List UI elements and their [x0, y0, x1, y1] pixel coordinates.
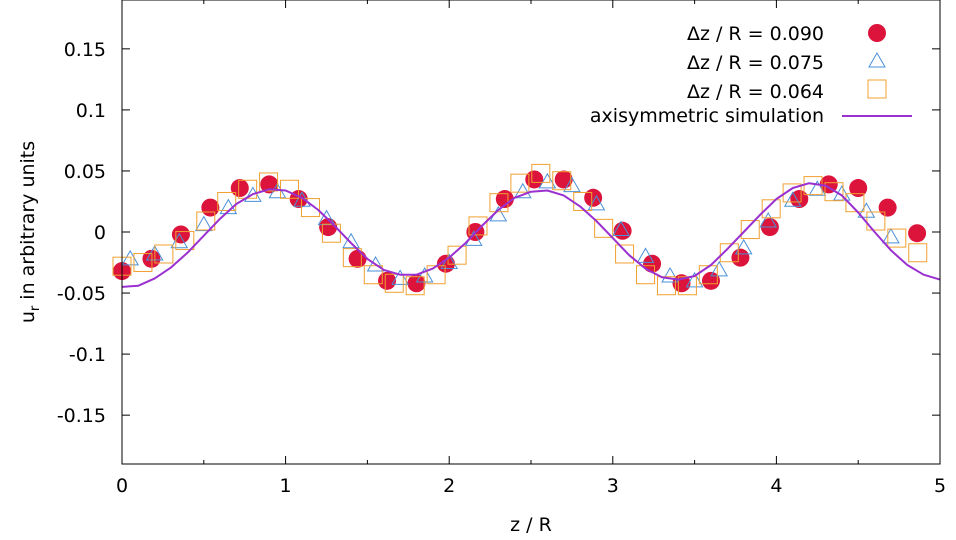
point-090 [643, 254, 662, 273]
point-064 [154, 244, 174, 264]
point-075 [759, 212, 778, 228]
point-064 [824, 182, 844, 202]
legend-marker-triangle [868, 51, 886, 68]
legend-label-simulation: axisymmetric simulation [590, 105, 824, 127]
point-090 [230, 179, 249, 198]
point-090 [554, 170, 573, 189]
point-075 [587, 194, 606, 211]
point-064 [217, 191, 237, 211]
y-tick-label: -0.1 [69, 344, 106, 366]
point-064 [510, 173, 530, 193]
point-075 [808, 180, 827, 196]
point-064 [761, 199, 781, 219]
point-090 [525, 170, 544, 189]
point-075 [194, 215, 213, 232]
point-064 [259, 172, 279, 192]
point-090 [819, 175, 838, 194]
point-064 [447, 245, 467, 265]
point-064 [531, 163, 551, 183]
point-064 [908, 243, 928, 263]
point-064 [782, 183, 802, 203]
x-tick-label: 5 [934, 475, 946, 497]
y-axis-title-subscript: r [28, 305, 43, 311]
point-064 [866, 211, 886, 231]
y-axis-title: ur in arbitrary units [17, 141, 43, 323]
legend: Δz / R = 0.090 Δz / R = 0.075 Δz / R = 0… [536, 8, 932, 132]
point-075 [661, 266, 679, 283]
point-090 [584, 188, 603, 207]
point-075 [391, 269, 409, 285]
y-axis-title-rest: in arbitrary units [17, 141, 39, 306]
simulation-line [121, 182, 941, 288]
ticks-layer: 0 1 2 3 4 5 -0.15 -0.1 -0.05 0 0.05 0.1 0.15 [57, 0, 946, 497]
point-064 [552, 171, 572, 191]
point-064 [363, 265, 383, 285]
point-064 [468, 216, 488, 236]
point-064 [719, 243, 739, 263]
x-tick-label: 3 [607, 475, 619, 497]
point-090 [908, 224, 927, 243]
legend-marker-circle [868, 24, 886, 42]
point-090 [348, 249, 367, 268]
point-075 [685, 271, 704, 288]
y-tick-label: 0.1 [76, 100, 106, 122]
point-064 [384, 273, 404, 293]
point-064 [342, 248, 362, 268]
point-075 [636, 247, 655, 263]
point-090 [407, 274, 426, 293]
point-075 [440, 253, 459, 270]
point-075 [170, 232, 189, 249]
x-axis-title: z / R [510, 514, 552, 536]
point-090 [849, 179, 868, 198]
point-075 [734, 238, 753, 255]
point-064 [300, 198, 320, 218]
data-layer [112, 163, 941, 296]
point-064 [405, 276, 425, 296]
point-075 [783, 191, 802, 207]
point-075 [563, 176, 581, 193]
point-075 [513, 182, 532, 199]
point-090 [201, 198, 220, 217]
point-090 [171, 225, 190, 244]
point-075 [710, 260, 729, 277]
point-064 [196, 211, 216, 231]
point-075 [538, 172, 557, 189]
x-tick-label: 0 [116, 475, 128, 497]
point-090 [731, 248, 750, 267]
point-064 [594, 218, 614, 238]
point-064 [740, 220, 760, 240]
point-064 [656, 276, 676, 296]
point-064 [175, 231, 195, 251]
point-064 [133, 253, 153, 273]
point-075 [612, 220, 630, 237]
point-064 [615, 244, 635, 264]
x-tick-label: 4 [770, 475, 782, 497]
y-tick-label: 0.05 [64, 161, 106, 183]
y-tick-label: 0.15 [64, 39, 106, 61]
point-064 [887, 228, 907, 248]
y-tick-label: -0.05 [57, 283, 106, 305]
y-axis-title-main: u [17, 311, 39, 323]
point-075 [342, 232, 360, 249]
x-tick-label: 2 [443, 475, 455, 497]
legend-label-090: Δz / R = 0.090 [687, 23, 824, 45]
point-075 [366, 255, 385, 272]
legend-label-075: Δz / R = 0.075 [687, 52, 824, 74]
legend-marker-square [867, 79, 887, 99]
point-064 [636, 265, 656, 285]
y-tick-label: 0 [94, 222, 106, 244]
point-090 [878, 198, 897, 217]
legend-background [536, 8, 932, 132]
point-090 [495, 190, 514, 209]
x-tick-label: 1 [280, 475, 292, 497]
legend-label-064: Δz / R = 0.064 [687, 81, 824, 103]
point-075 [882, 227, 900, 244]
y-tick-label: -0.15 [57, 405, 106, 427]
point-064 [845, 193, 865, 213]
